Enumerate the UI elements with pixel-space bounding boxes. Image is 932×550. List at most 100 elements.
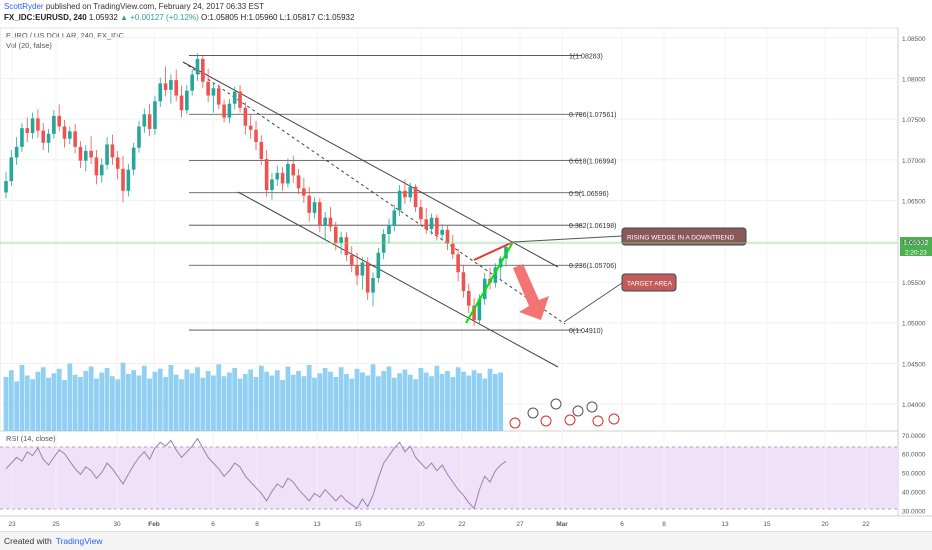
price-tag-value: 1.05932 (903, 240, 928, 247)
candle-body (222, 104, 226, 118)
volume-bar (477, 373, 482, 431)
target-callout-text: TARGET AREA (627, 281, 673, 288)
event-icons[interactable] (509, 398, 620, 429)
volume-bar (179, 379, 184, 431)
candle-body (259, 141, 264, 160)
volume-legend[interactable]: Vol (20, false) (6, 41, 52, 50)
candle-body (137, 126, 141, 148)
time-tag (900, 247, 932, 256)
time-tick-label: Mar (556, 521, 568, 528)
candle-body (78, 146, 83, 161)
volume-bar (429, 376, 434, 431)
fib-level-label: 0(1.04910) (569, 328, 603, 335)
volume-bar (344, 374, 349, 431)
volume-bar (40, 367, 46, 431)
wedge-upper-line (473, 241, 514, 261)
candle-body (344, 237, 349, 256)
volume-bar (157, 368, 163, 431)
volume-bar (466, 375, 472, 431)
rsi-tick-label: 50.0000 (902, 471, 926, 478)
volume-bar (312, 377, 317, 431)
volume-bar (365, 375, 371, 431)
footer: Created with TradingView (0, 531, 932, 550)
target-callout-leader (563, 282, 623, 323)
series-legend[interactable]: EURO / US DOLLAR, 240, FX_IDC (6, 31, 124, 40)
time-tick-label: 22 (862, 521, 870, 528)
price-tick-label: 1.06000 (902, 239, 926, 246)
grid-lines (0, 28, 898, 516)
volume-bar (423, 372, 429, 431)
fibonacci-levels: 1(1.08283) 0.786(1.07561) 0.618(1.06994) 0.… (189, 53, 616, 335)
candle-body (461, 272, 466, 291)
volume-bar (274, 370, 280, 431)
volume-bar (407, 374, 413, 431)
volume-bar (397, 373, 403, 431)
price-tick-label: 1.04500 (902, 361, 926, 368)
time-tick-label: 22 (458, 521, 466, 528)
candle-body (413, 186, 418, 208)
volume-bar (72, 374, 78, 431)
candle-body (339, 237, 343, 243)
candle-body (185, 90, 189, 111)
candle-body (206, 81, 210, 96)
candle-body (493, 267, 498, 283)
volume-bar (56, 368, 62, 431)
volume-bar (237, 378, 243, 431)
volume-bar (375, 376, 381, 431)
symbol-label[interactable]: FX_IDC:EURUSD, 240 (4, 13, 87, 22)
volume-bar (413, 379, 418, 431)
candle-body (286, 163, 290, 184)
tradingview-logo[interactable]: TradingView (55, 536, 103, 546)
candle-body (4, 181, 8, 193)
volume-bar (492, 374, 498, 431)
candle-body (9, 157, 14, 182)
time-tick-label: 25 (52, 521, 60, 528)
candle-body (62, 126, 67, 139)
candle-body (121, 168, 125, 191)
volume-bar (322, 368, 328, 431)
volume-bar (78, 377, 83, 431)
volume-bar (163, 377, 168, 431)
time-tick-label: 15 (763, 521, 771, 528)
volume-bar (418, 368, 424, 431)
candle-body (387, 225, 391, 234)
time-tick-label: 27 (516, 521, 524, 528)
last-price: 1.05932 (88, 13, 118, 22)
volume-bar (168, 365, 174, 431)
time-axis[interactable]: 23 25 30 Feb 6 8 13 15 20 22 27 Mar 6 8 13 15 20 22 (8, 521, 870, 528)
volume-bar (370, 364, 376, 431)
volume-bar (46, 377, 51, 431)
price-tick-label: 1.06500 (902, 199, 926, 206)
candle-body (307, 195, 311, 213)
candle-body (302, 188, 306, 196)
volume-bar (487, 368, 493, 431)
volume-bar (83, 371, 89, 431)
candle-body (25, 128, 30, 134)
rsi-tick-label: 30.0000 (902, 508, 926, 515)
price-tick-label: 1.05500 (902, 280, 926, 287)
volume-bar (471, 370, 477, 431)
author-link[interactable]: ScottRyder (4, 2, 44, 11)
volume-bar (402, 369, 408, 431)
volume-bar (125, 374, 131, 431)
wedge-callout[interactable]: RISING WEDGE IN A DOWNTREND (621, 227, 747, 246)
price-axis[interactable]: 1.08500 1.08000 1.07500 1.07000 1.06500 1.060… (902, 36, 926, 516)
candle-body (424, 219, 429, 230)
volume-bar (248, 369, 254, 431)
volume-bar (285, 366, 291, 431)
volume-bar (391, 377, 397, 431)
candle-body (392, 210, 397, 226)
wedge-callout-text: RISING WEDGE IN A DOWNTREND (627, 235, 735, 242)
volume-bar (461, 371, 466, 431)
candle-body (270, 179, 274, 191)
price-tick-label: 1.07500 (902, 117, 926, 124)
volume-bar (317, 373, 323, 431)
target-callout[interactable]: TARGET AREA (621, 273, 677, 292)
price-chart[interactable]: 1(1.08283) 0.786(1.07561) 0.618(1.06994) 0.… (0, 0, 932, 531)
rsi-legend[interactable]: RSI (14, close) (6, 434, 56, 443)
candle-body (429, 217, 434, 230)
candle-body (248, 125, 253, 130)
volume-bar (147, 378, 153, 431)
candle-body (190, 74, 194, 91)
volume-bar (253, 377, 259, 431)
